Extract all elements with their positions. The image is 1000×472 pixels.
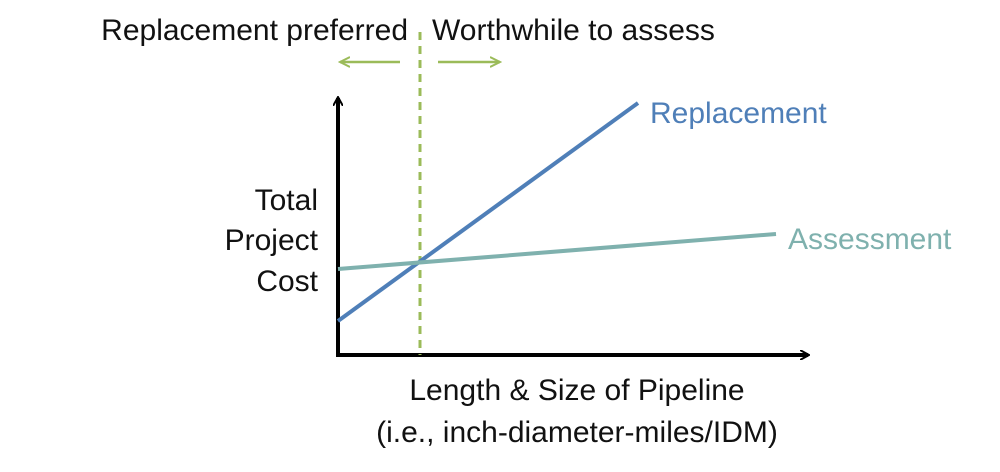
- x-axis-label: (i.e., inch-diameter-miles/IDM): [376, 416, 778, 449]
- y-axis-label: Total: [255, 184, 318, 217]
- replacement-line: [336, 101, 640, 323]
- header-left: Replacement preferred: [101, 14, 408, 47]
- line-label: Assessment: [788, 223, 952, 256]
- x-axis-label: Length & Size of Pipeline: [409, 374, 744, 407]
- line-label: Replacement: [650, 97, 827, 130]
- header-right: Worthwhile to assess: [432, 14, 715, 47]
- y-axis-label: Cost: [256, 265, 318, 298]
- assessment-line: [337, 232, 777, 271]
- y-axis-label: Project: [225, 224, 319, 257]
